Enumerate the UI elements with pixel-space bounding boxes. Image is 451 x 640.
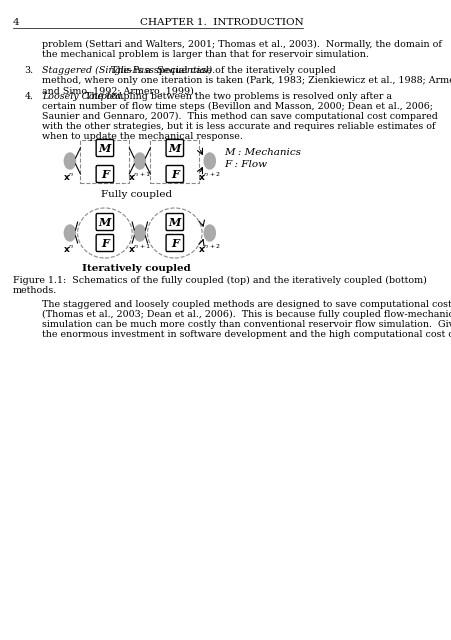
Text: F: F — [170, 237, 178, 248]
Circle shape — [134, 153, 145, 169]
Text: problem (Settari and Walters, 2001; Thomas et al., 2003).  Normally, the domain : problem (Settari and Walters, 2001; Thom… — [42, 40, 441, 49]
Bar — [150, 140, 199, 183]
FancyBboxPatch shape — [96, 166, 113, 182]
Text: $\mathbf{x}^{n+2}$: $\mathbf{x}^{n+2}$ — [197, 243, 220, 255]
Circle shape — [64, 153, 75, 169]
Text: M: M — [98, 216, 111, 227]
FancyBboxPatch shape — [166, 140, 183, 157]
Text: $\mathbf{x}^{n+1}$: $\mathbf{x}^{n+1}$ — [127, 171, 150, 184]
Text: CHAPTER 1.  INTRODUCTION: CHAPTER 1. INTRODUCTION — [139, 18, 303, 27]
Text: simulation can be much more costly than conventional reservoir flow simulation. : simulation can be much more costly than … — [42, 320, 451, 329]
Text: when to update the mechanical response.: when to update the mechanical response. — [42, 132, 242, 141]
FancyBboxPatch shape — [166, 214, 183, 230]
Text: F: F — [101, 237, 109, 248]
Text: The coupling between the two problems is resolved only after a: The coupling between the two problems is… — [82, 92, 391, 101]
Text: $\mathbf{x}^{n+1}$: $\mathbf{x}^{n+1}$ — [127, 243, 150, 255]
Bar — [80, 140, 129, 183]
Text: Staggered (Single-Pass Sequential).: Staggered (Single-Pass Sequential). — [42, 66, 215, 75]
FancyBboxPatch shape — [166, 166, 183, 182]
Text: $\mathbf{x}^n$: $\mathbf{x}^n$ — [63, 243, 75, 254]
Text: with the other strategies, but it is less accurate and requires reliable estimat: with the other strategies, but it is les… — [42, 122, 434, 131]
Text: Figure 1.1:  Schematics of the fully coupled (top) and the iteratively coupled (: Figure 1.1: Schematics of the fully coup… — [13, 276, 425, 285]
Text: and Simo, 1992; Armero, 1999).: and Simo, 1992; Armero, 1999). — [42, 86, 196, 95]
Circle shape — [204, 153, 215, 169]
Text: F : Flow: F : Flow — [223, 160, 266, 169]
FancyBboxPatch shape — [96, 140, 113, 157]
Text: Loosely Coupled.: Loosely Coupled. — [42, 92, 124, 101]
Text: Saunier and Gennaro, 2007).  This method can save computational cost compared: Saunier and Gennaro, 2007). This method … — [42, 112, 437, 121]
FancyBboxPatch shape — [96, 214, 113, 230]
Text: 3.: 3. — [24, 66, 33, 75]
Text: M: M — [168, 143, 180, 154]
Circle shape — [134, 225, 145, 241]
Text: F: F — [101, 168, 109, 179]
Text: Fully coupled: Fully coupled — [101, 190, 171, 199]
Text: 4: 4 — [13, 18, 19, 27]
Text: $\mathbf{x}^{n+2}$: $\mathbf{x}^{n+2}$ — [197, 171, 220, 184]
Text: M: M — [98, 143, 111, 154]
Text: $\mathbf{x}^n$: $\mathbf{x}^n$ — [63, 171, 75, 182]
Text: F: F — [170, 168, 178, 179]
Text: the enormous investment in software development and the high computational cost : the enormous investment in software deve… — [42, 330, 451, 339]
FancyBboxPatch shape — [166, 234, 183, 252]
Text: M : Mechanics: M : Mechanics — [223, 148, 300, 157]
Text: (Thomas et al., 2003; Dean et al., 2006).  This is because fully coupled flow-me: (Thomas et al., 2003; Dean et al., 2006)… — [42, 310, 451, 319]
Text: Iteratively coupled: Iteratively coupled — [82, 264, 190, 273]
Text: This is a special case of the iteratively coupled: This is a special case of the iterativel… — [108, 66, 336, 75]
Circle shape — [64, 225, 75, 241]
Text: method, where only one iteration is taken (Park, 1983; Zienkiewicz et al., 1988;: method, where only one iteration is take… — [42, 76, 451, 85]
Text: methods.: methods. — [13, 286, 57, 295]
Text: The staggered and loosely coupled methods are designed to save computational cos: The staggered and loosely coupled method… — [42, 300, 451, 309]
Circle shape — [204, 225, 215, 241]
FancyBboxPatch shape — [96, 234, 113, 252]
Text: 4.: 4. — [24, 92, 33, 101]
Text: M: M — [168, 216, 180, 227]
Text: the mechanical problem is larger than that for reservoir simulation.: the mechanical problem is larger than th… — [42, 50, 368, 59]
Text: certain number of flow time steps (Bevillon and Masson, 2000; Dean et al., 2006;: certain number of flow time steps (Bevil… — [42, 102, 432, 111]
